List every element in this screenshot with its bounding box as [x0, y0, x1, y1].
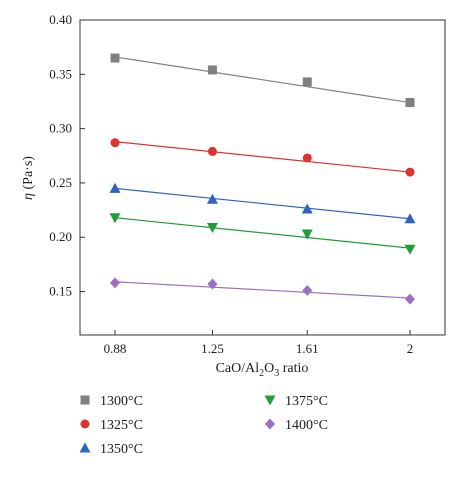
- data-point: [405, 293, 415, 305]
- legend-marker: [80, 395, 90, 405]
- legend: 1300°C 1325°C 1350°C 1375°C 1400°C: [79, 394, 328, 457]
- data-point: [207, 65, 217, 75]
- y-axis-label: η (Pa·s): [21, 156, 36, 200]
- y-tick-label: 0.15: [49, 284, 72, 299]
- x-axis-ticks: 0.88 1.25 1.61 2: [104, 330, 414, 356]
- legend-label: 1375°C: [285, 394, 328, 409]
- data-point: [110, 53, 120, 63]
- x-tick-label: 2: [407, 341, 414, 356]
- data-point: [109, 213, 121, 224]
- data-point: [206, 193, 218, 204]
- data-point: [405, 167, 415, 177]
- data-point: [405, 98, 415, 108]
- legend-marker: [79, 442, 91, 453]
- fit-line: [114, 56, 411, 104]
- legend-marker: [264, 395, 276, 406]
- data-point: [301, 203, 313, 214]
- x-tick-label: 0.88: [104, 341, 127, 356]
- legend-label: 1300°C: [100, 394, 143, 409]
- y-tick-label: 0.35: [49, 66, 72, 81]
- fit-lines: [114, 56, 411, 299]
- y-tick-label: 0.30: [49, 121, 72, 136]
- x-tick-label: 1.25: [201, 341, 224, 356]
- data-point: [110, 277, 120, 289]
- data-point: [207, 278, 218, 290]
- data-point: [302, 153, 312, 163]
- data-point: [404, 213, 416, 224]
- legend-marker: [80, 419, 90, 429]
- legend-label: 1400°C: [285, 418, 328, 433]
- y-tick-label: 0.20: [49, 229, 72, 244]
- x-axis-label: CaO/Al2O3 ratio: [216, 361, 309, 379]
- data-point: [207, 146, 217, 156]
- plot-area: 0.15 0.20 0.25 0.30 0.35 0.40 0.88 1.25 1.61 2: [49, 12, 446, 356]
- data-point: [110, 138, 120, 148]
- fit-line: [114, 187, 411, 220]
- data-point: [301, 229, 313, 240]
- fit-line: [114, 281, 411, 299]
- fit-line: [114, 217, 411, 249]
- data-markers: [109, 53, 416, 305]
- data-point: [404, 244, 416, 255]
- data-point: [206, 222, 218, 233]
- y-tick-label: 0.40: [49, 12, 72, 27]
- y-axis-ticks: 0.15 0.20 0.25 0.30 0.35 0.40: [49, 12, 85, 299]
- data-point: [302, 77, 312, 87]
- legend-label: 1325°C: [100, 418, 143, 433]
- y-tick-label: 0.25: [49, 175, 72, 190]
- data-point: [302, 284, 313, 296]
- fit-line: [114, 141, 411, 173]
- plot-frame: [79, 19, 446, 336]
- data-point: [109, 182, 121, 193]
- legend-marker: [265, 418, 275, 430]
- legend-label: 1350°C: [100, 442, 143, 457]
- x-tick-label: 1.61: [296, 341, 319, 356]
